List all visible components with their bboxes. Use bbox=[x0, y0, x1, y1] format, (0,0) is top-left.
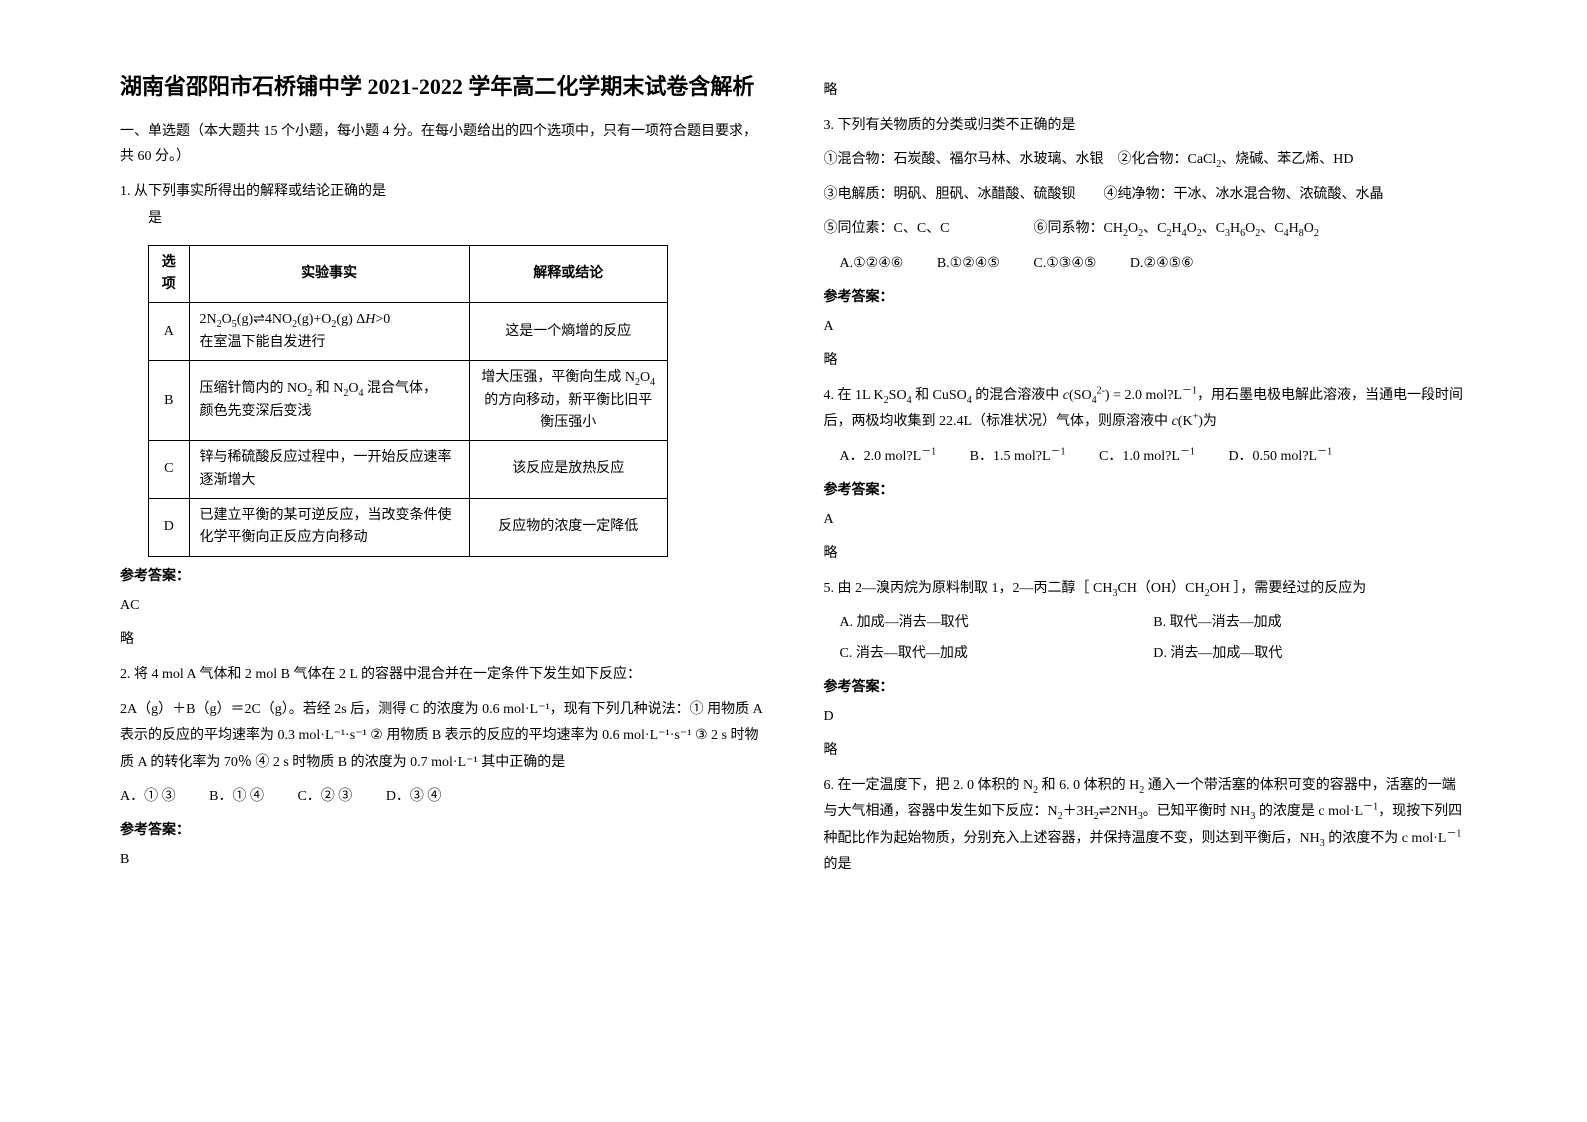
exam-title: 湖南省邵阳市石桥铺中学 2021-2022 学年高二化学期末试卷含解析 bbox=[120, 70, 764, 103]
q1-rowB-fact: 压缩针筒内的 NO2 和 N2O4 混合气体，颜色先变深后变浅 bbox=[189, 361, 469, 441]
q6-stem: 6. 在一定温度下，把 2. 0 体积的 N2 和 6. 0 体积的 H2 通入… bbox=[824, 773, 1468, 879]
q1-th-conclusion: 解释或结论 bbox=[469, 245, 667, 303]
q3-optD: D.②④⑤⑥ bbox=[1130, 256, 1194, 271]
q5-row1: A. 加成—消去—取代 B. 取代—消去—加成 bbox=[840, 610, 1468, 637]
right-column: 略 3. 下列有关物质的分类或归类不正确的是 ①混合物：石炭酸、福尔马林、水玻璃… bbox=[794, 70, 1488, 1092]
q1-th-fact: 实验事实 bbox=[189, 245, 469, 303]
q3-ans2: 略 bbox=[824, 348, 1468, 375]
q3-ans: A bbox=[824, 314, 1468, 341]
exam-page: 湖南省邵阳市石桥铺中学 2021-2022 学年高二化学期末试卷含解析 一、单选… bbox=[0, 0, 1587, 1122]
left-column: 湖南省邵阳市石桥铺中学 2021-2022 学年高二化学期末试卷含解析 一、单选… bbox=[100, 70, 794, 1092]
q3-optB: B.①②④⑤ bbox=[937, 256, 1000, 271]
q5-ans-label: 参考答案： bbox=[824, 676, 1468, 696]
q2-options: A．① ③ B．① ④ C．② ③ D．③ ④ bbox=[120, 784, 764, 811]
q3-optA: A.①②④⑥ bbox=[840, 256, 904, 271]
q1-rowB-opt: B bbox=[149, 361, 190, 441]
q2-ans-label: 参考答案： bbox=[120, 819, 764, 839]
q4-ans-label: 参考答案： bbox=[824, 479, 1468, 499]
r-abbr-top: 略 bbox=[824, 78, 1468, 105]
q1-rowB-conc: 增大压强，平衡向生成 N2O4 的方向移动，新平衡比旧平衡压强小 bbox=[469, 361, 667, 441]
q1-stem-text: 1. 从下列事实所得出的解释或结论正确的是 bbox=[120, 184, 386, 199]
q1-rowA-opt: A bbox=[149, 303, 190, 361]
q1-rowD-opt: D bbox=[149, 499, 190, 557]
q5-optB: B. 取代—消去—加成 bbox=[1153, 610, 1467, 637]
q4-ans2: 略 bbox=[824, 541, 1468, 568]
q2-optD: D．③ ④ bbox=[386, 789, 442, 804]
q5-optA: A. 加成—消去—取代 bbox=[840, 610, 1154, 637]
q4-optB: B．1.5 mol?L－1 bbox=[970, 449, 1066, 464]
q1-rowA-fact: 2N2O5(g)⇌4NO2(g)+O2(g) ΔH>0在室温下能自发进行 bbox=[189, 303, 469, 361]
q1-stem-sub: 是 bbox=[120, 206, 764, 233]
q1-table: 选项 实验事实 解释或结论 A 2N2O5(g)⇌4NO2(g)+O2(g) Δ… bbox=[148, 245, 668, 557]
q4-ans: A bbox=[824, 507, 1468, 534]
q5-optD: D. 消去—加成—取代 bbox=[1153, 641, 1467, 668]
q5-ans: D bbox=[824, 704, 1468, 731]
q1-rowC-opt: C bbox=[149, 441, 190, 499]
q5-ans2: 略 bbox=[824, 738, 1468, 765]
q5-optC: C. 消去—取代—加成 bbox=[840, 641, 1154, 668]
q2-optC: C．② ③ bbox=[297, 789, 352, 804]
q3-ans-label: 参考答案： bbox=[824, 286, 1468, 306]
q4-options: A．2.0 mol?L－1 B．1.5 mol?L－1 C．1.0 mol?L－… bbox=[824, 444, 1468, 471]
q3-line2: ③电解质：明矾、胆矾、冰醋酸、硫酸钡 ④纯净物：干冰、冰水混合物、浓硫酸、水晶 bbox=[824, 182, 1468, 209]
q4-stem: 4. 在 1L K2SO4 和 CuSO4 的混合溶液中 c(SO42-) = … bbox=[824, 383, 1468, 436]
q4-optD: D．0.50 mol?L－1 bbox=[1228, 449, 1332, 464]
q1-rowC-conc: 该反应是放热反应 bbox=[469, 441, 667, 499]
q4-optC: C．1.0 mol?L－1 bbox=[1099, 449, 1195, 464]
q3-line1: ①混合物：石炭酸、福尔马林、水玻璃、水银 ②化合物：CaCl2、烧碱、苯乙烯、H… bbox=[824, 147, 1468, 174]
section-1-header: 一、单选题（本大题共 15 个小题，每小题 4 分。在每小题给出的四个选项中，只… bbox=[120, 119, 764, 169]
q1-th-option: 选项 bbox=[149, 245, 190, 303]
q1-rowC-fact: 锌与稀硫酸反应过程中，一开始反应速率逐渐增大 bbox=[189, 441, 469, 499]
q1-ans-label: 参考答案： bbox=[120, 565, 764, 585]
q2-optB: B．① ④ bbox=[209, 789, 264, 804]
q1-rowA-conc: 这是一个熵增的反应 bbox=[469, 303, 667, 361]
q3-optC: C.①③④⑤ bbox=[1033, 256, 1096, 271]
q3-line3: ⑤同位素：C、C、C ⑥同系物：CH2O2、C2H4O2、C3H6O2、C4H8… bbox=[824, 216, 1468, 243]
q5-stem: 5. 由 2—溴丙烷为原料制取 1，2—丙二醇［ CH3CH（OH）CH2OH … bbox=[824, 576, 1468, 603]
q1-rowD-conc: 反应物的浓度一定降低 bbox=[469, 499, 667, 557]
q4-optA: A．2.0 mol?L－1 bbox=[840, 449, 937, 464]
q2-optA: A．① ③ bbox=[120, 789, 176, 804]
q2-stem: 2. 将 4 mol A 气体和 2 mol B 气体在 2 L 的容器中混合并… bbox=[120, 662, 764, 689]
q5-row2: C. 消去—取代—加成 D. 消去—加成—取代 bbox=[840, 641, 1468, 668]
q1-ans: AC bbox=[120, 593, 764, 620]
q2-ans: B bbox=[120, 847, 764, 874]
q1-ans2: 略 bbox=[120, 627, 764, 654]
q3-options: A.①②④⑥ B.①②④⑤ C.①③④⑤ D.②④⑤⑥ bbox=[824, 251, 1468, 278]
q1-stem: 1. 从下列事实所得出的解释或结论正确的是 是 bbox=[120, 179, 764, 232]
q3-stem: 3. 下列有关物质的分类或归类不正确的是 bbox=[824, 113, 1468, 140]
q2-body: 2A（g）＋B（g）＝2C（g）。若经 2s 后，测得 C 的浓度为 0.6 m… bbox=[120, 697, 764, 777]
q1-rowD-fact: 已建立平衡的某可逆反应，当改变条件使化学平衡向正反应方向移动 bbox=[189, 499, 469, 557]
